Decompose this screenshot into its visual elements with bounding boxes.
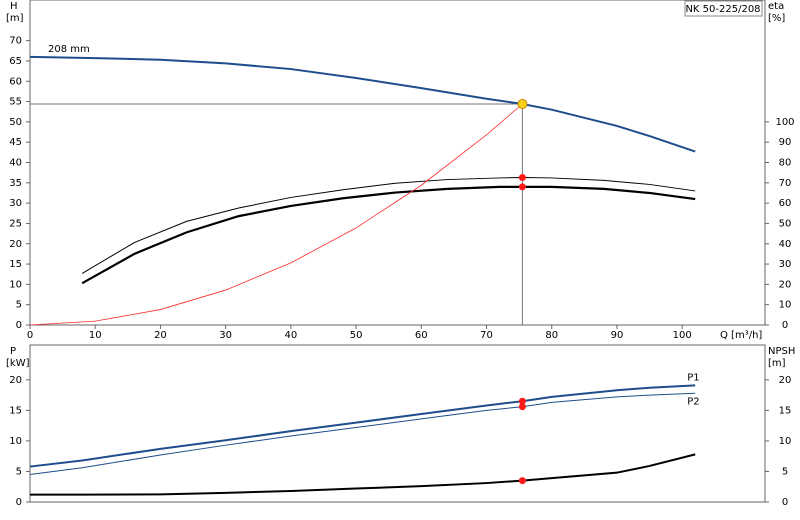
y2-axis-unit: [%]	[768, 13, 785, 24]
series-line	[29, 392, 696, 476]
chart-title: NK 50-225/208	[685, 4, 760, 15]
y-tick-label: 0	[16, 497, 22, 508]
y-tick-label: 15	[9, 405, 22, 416]
y2-tick-label: 40	[779, 239, 792, 250]
x-tick-label: 20	[154, 330, 167, 341]
y-tick-label: 10	[9, 436, 22, 447]
operating-marker	[518, 477, 526, 485]
operating-point	[517, 99, 528, 109]
series-line	[29, 103, 523, 326]
x-tick-label: 100	[673, 330, 692, 341]
operating-marker	[518, 403, 526, 411]
y-tick-label: 65	[9, 56, 22, 67]
y2-tick-label: 0	[782, 497, 788, 508]
y2-tick-label: 15	[779, 405, 792, 416]
y-axis-label: P	[10, 346, 16, 357]
y-tick-label: 5	[16, 300, 22, 311]
plot-frame	[29, 0, 766, 326]
y2-axis-unit: [m]	[768, 358, 786, 369]
y2-tick-label: 20	[779, 375, 792, 386]
y2-tick-label: 100	[775, 117, 794, 128]
operating-marker	[518, 183, 526, 191]
y-tick-label: 30	[9, 198, 22, 209]
y2-tick-label: 20	[779, 279, 792, 290]
x-tick-label: 10	[89, 330, 102, 341]
y-tick-label: 10	[9, 279, 22, 290]
y2-axis-label: NPSH	[768, 346, 795, 357]
y-axis-label: H	[10, 1, 18, 12]
y2-tick-label: 50	[779, 218, 792, 229]
series-label: P2	[687, 396, 699, 407]
operating-marker	[518, 174, 526, 182]
y-tick-label: 20	[9, 375, 22, 386]
y-tick-label: 5	[16, 466, 22, 477]
y-tick-label: 40	[9, 158, 22, 169]
y2-tick-label: 0	[782, 320, 788, 331]
series-line	[29, 384, 696, 468]
x-tick-label: 50	[350, 330, 363, 341]
y-tick-label: 20	[9, 239, 22, 250]
y2-tick-label: 70	[779, 178, 792, 189]
x-tick-label: 80	[545, 330, 558, 341]
y2-tick-label: 80	[779, 158, 792, 169]
y-tick-label: 55	[9, 97, 22, 108]
y2-tick-label: 60	[779, 198, 792, 209]
series-line	[30, 453, 696, 496]
y-tick-label: 15	[9, 259, 22, 270]
y2-tick-label: 5	[782, 466, 788, 477]
y2-tick-label: 10	[779, 300, 792, 311]
y-tick-label: 25	[9, 218, 22, 229]
y-tick-label: 70	[9, 36, 22, 47]
x-tick-label: 30	[219, 330, 232, 341]
y-tick-label: 50	[9, 117, 22, 128]
series-line	[29, 55, 696, 153]
operating-marker	[518, 397, 526, 405]
y2-tick-label: 10	[779, 436, 792, 447]
y-axis-unit: [kW]	[6, 358, 30, 369]
series-line	[81, 177, 696, 274]
y-tick-label: 35	[9, 178, 22, 189]
x-tick-label: 90	[611, 330, 624, 341]
series-label: P1	[687, 372, 699, 383]
y-axis-unit: [m]	[6, 13, 24, 24]
title-box	[684, 0, 763, 17]
x-tick-label: 0	[27, 330, 33, 341]
series-label: 208 mm	[48, 44, 90, 55]
x-tick-label: 70	[480, 330, 493, 341]
y2-tick-label: 90	[779, 137, 792, 148]
series-line	[81, 185, 696, 285]
y2-tick-label: 30	[779, 259, 792, 270]
x-tick-label: 60	[415, 330, 428, 341]
y-tick-label: 60	[9, 76, 22, 87]
y2-axis-label: eta	[768, 1, 784, 12]
plot-frame	[29, 344, 766, 503]
x-axis-label: Q [m³/h]	[720, 330, 762, 341]
x-tick-label: 40	[285, 330, 298, 341]
y-tick-label: 0	[16, 320, 22, 331]
y-tick-label: 45	[9, 137, 22, 148]
